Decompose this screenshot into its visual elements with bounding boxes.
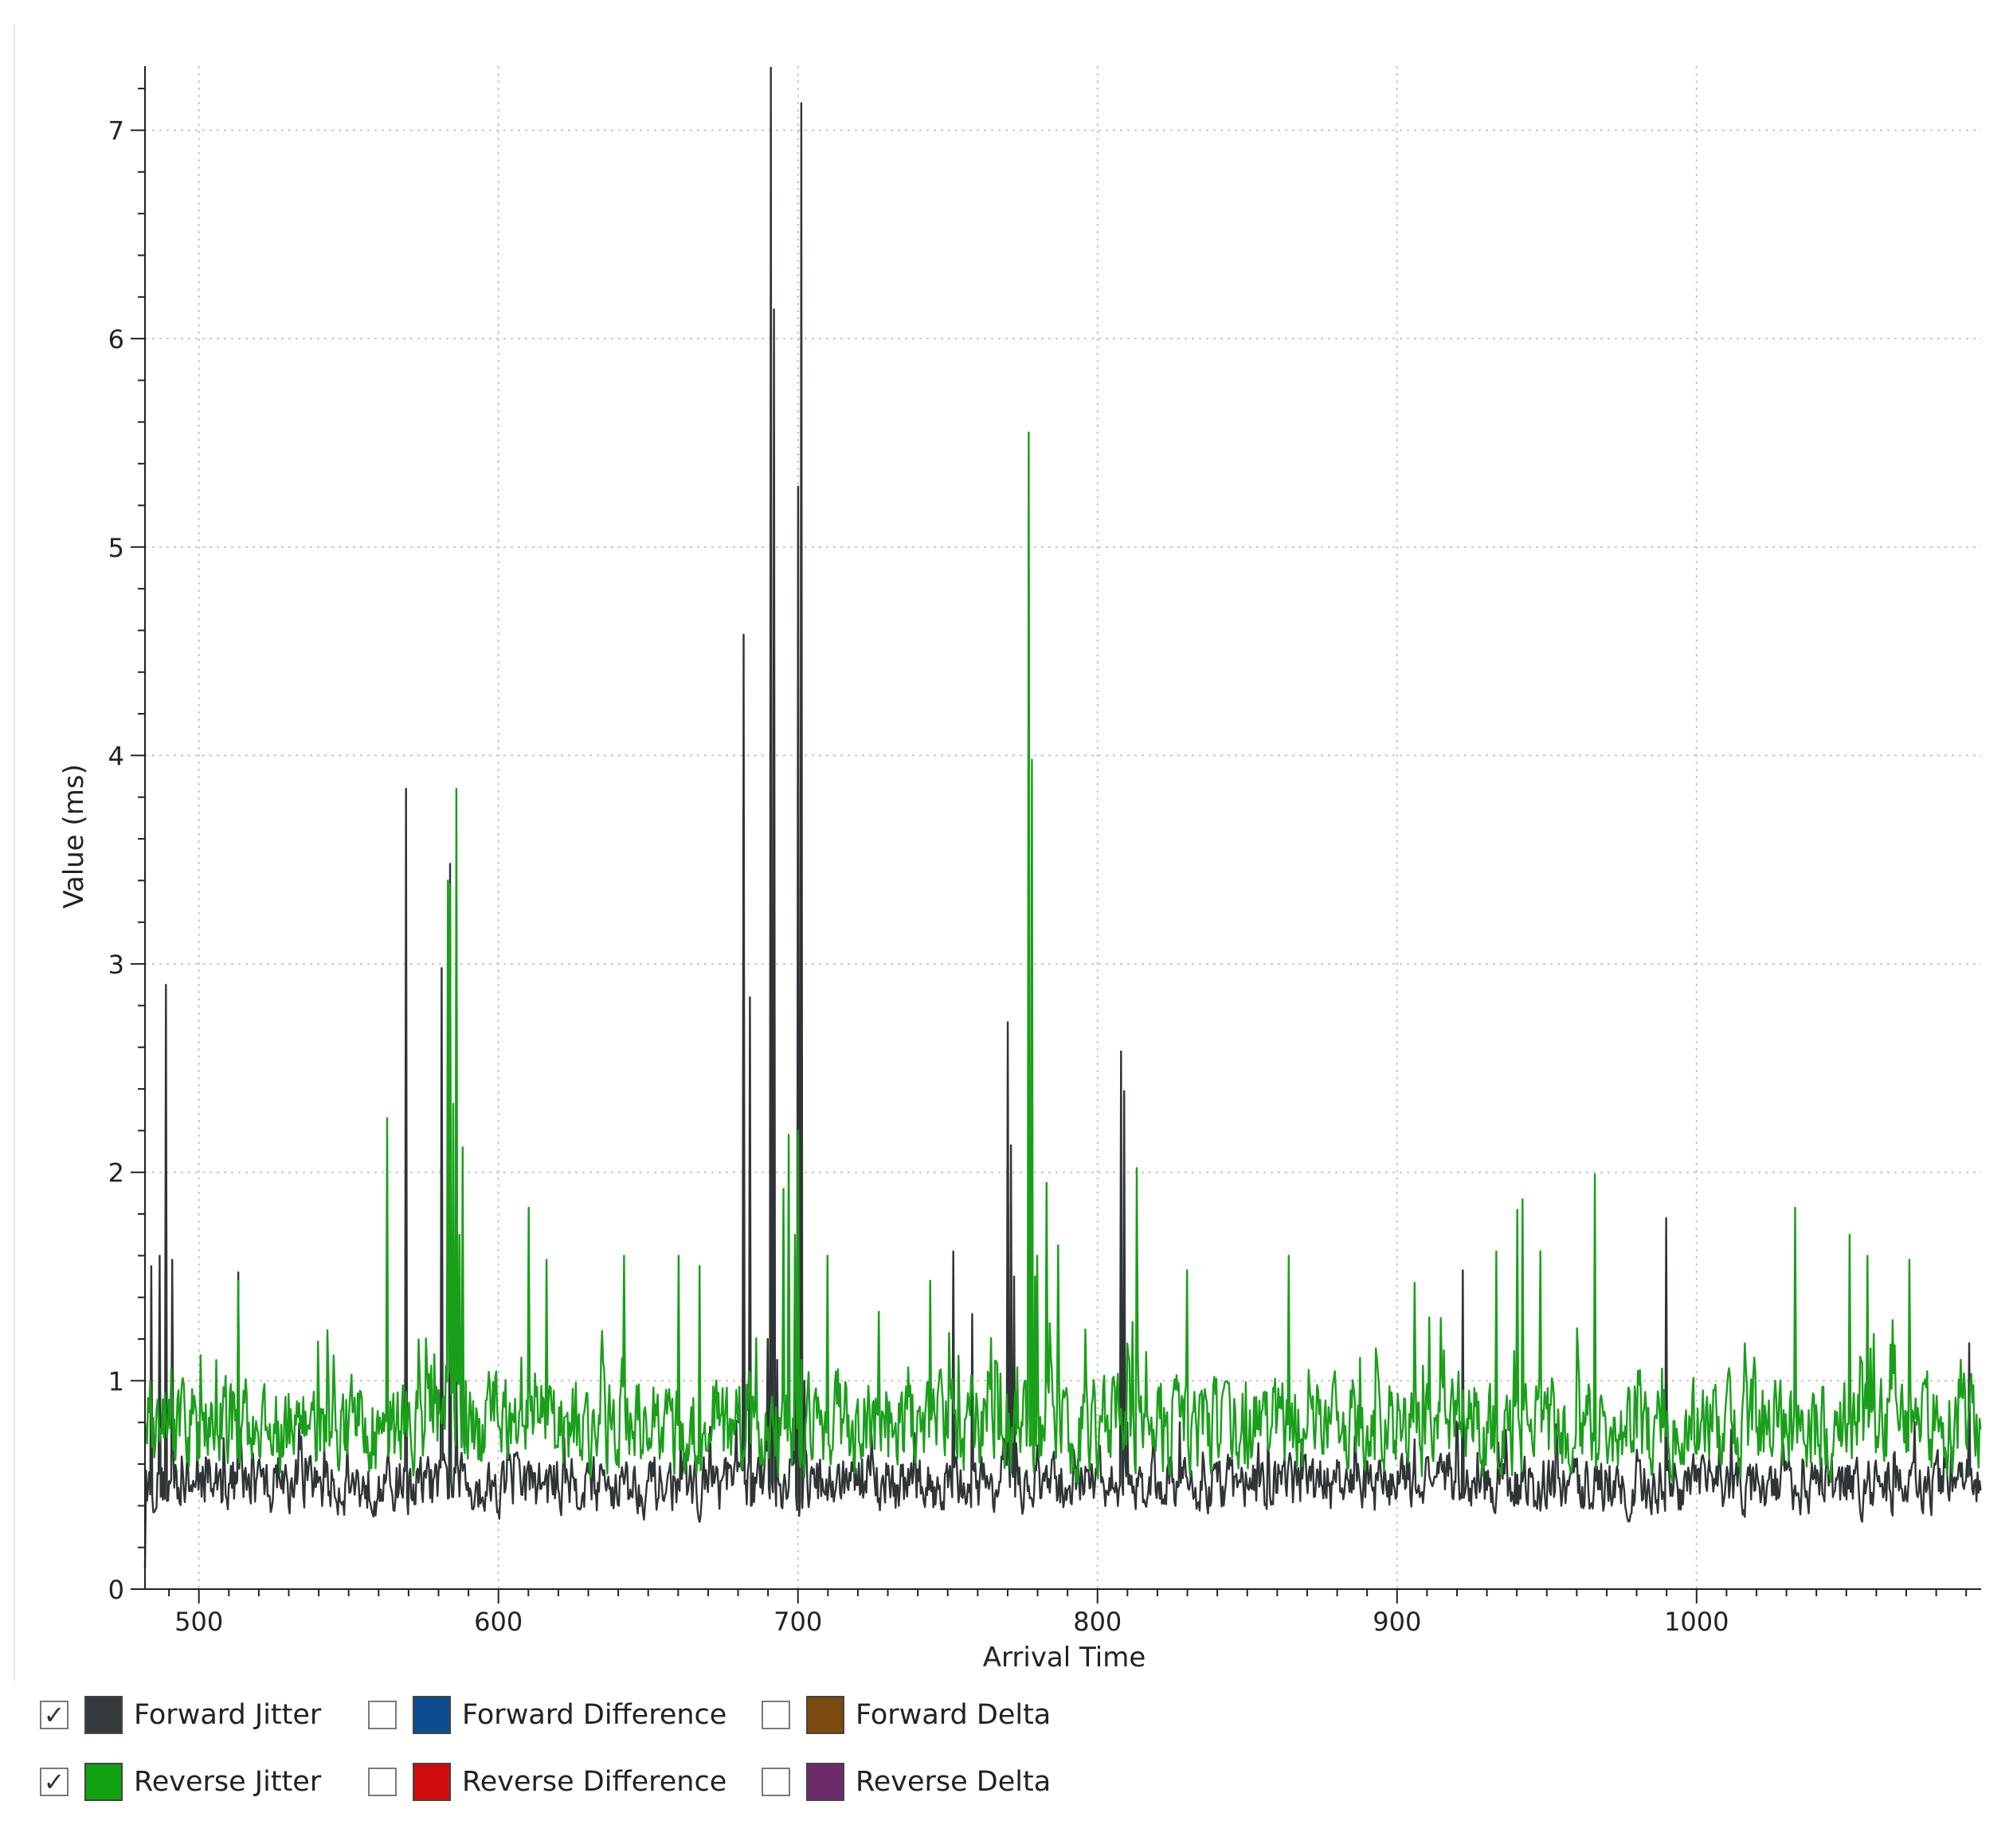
- reverse-difference-checkbox[interactable]: [368, 1768, 397, 1796]
- reverse-difference-swatch: [413, 1763, 451, 1801]
- series-lines: [143, 66, 1982, 1568]
- x-tick-label: 600: [474, 1607, 523, 1637]
- reverse-difference-label: Reverse Difference: [462, 1766, 727, 1798]
- legend-item-reverse-difference[interactable]: Reverse Difference: [368, 1762, 726, 1802]
- y-tick-label: 6: [108, 324, 124, 354]
- forward-jitter-swatch: [84, 1696, 123, 1734]
- y-tick-label: 3: [108, 949, 124, 980]
- x-tick-label: 500: [174, 1607, 223, 1637]
- series-line-reverse-jitter: [143, 431, 1982, 1484]
- y-tick-label: 5: [108, 533, 124, 563]
- y-tick-label: 7: [108, 116, 124, 146]
- legend-item-forward-jitter[interactable]: ✓ Forward Jitter: [40, 1695, 321, 1735]
- legend: ✓ Forward Jitter Forward Difference Forw…: [40, 1695, 1155, 1830]
- reverse-delta-swatch: [806, 1763, 844, 1801]
- reverse-jitter-swatch: [84, 1763, 123, 1801]
- grid-lines: [145, 66, 1981, 1589]
- legend-item-forward-difference[interactable]: Forward Difference: [368, 1695, 726, 1735]
- y-tick-label: 2: [108, 1158, 124, 1188]
- jitter-chart: 0 1 2 3 4 5 6 7 500 600 700 800 900 1000 Arrival Time…: [14, 24, 1982, 1681]
- forward-delta-label: Forward Delta: [856, 1699, 1052, 1731]
- y-tick-label: 0: [108, 1575, 124, 1605]
- legend-item-reverse-delta[interactable]: Reverse Delta: [762, 1762, 1051, 1802]
- y-tick-label: 1: [108, 1366, 124, 1396]
- reverse-jitter-checkbox[interactable]: ✓: [40, 1768, 69, 1796]
- reverse-delta-label: Reverse Delta: [856, 1766, 1052, 1798]
- x-tick-label: 700: [773, 1607, 822, 1637]
- x-tick-label: 1000: [1664, 1607, 1729, 1637]
- x-tick-label: 800: [1073, 1607, 1122, 1637]
- y-tick-label: 4: [108, 741, 124, 771]
- reverse-delta-checkbox[interactable]: [762, 1768, 790, 1796]
- forward-jitter-checkbox[interactable]: ✓: [40, 1701, 69, 1729]
- y-axis-title: Value (ms): [58, 764, 90, 909]
- forward-delta-checkbox[interactable]: [762, 1701, 790, 1729]
- x-axis-title: Arrival Time: [983, 1642, 1146, 1674]
- legend-item-reverse-jitter[interactable]: ✓ Reverse Jitter: [40, 1762, 321, 1802]
- forward-difference-label: Forward Difference: [462, 1699, 727, 1731]
- legend-item-forward-delta[interactable]: Forward Delta: [762, 1695, 1051, 1735]
- forward-difference-checkbox[interactable]: [368, 1701, 397, 1729]
- x-tick-label: 900: [1373, 1607, 1421, 1637]
- series-line-forward-jitter: [143, 66, 1982, 1568]
- forward-delta-swatch: [806, 1696, 844, 1734]
- forward-difference-swatch: [413, 1696, 451, 1734]
- forward-jitter-label: Forward Jitter: [134, 1699, 322, 1731]
- reverse-jitter-label: Reverse Jitter: [134, 1766, 322, 1798]
- axes: 0 1 2 3 4 5 6 7 500 600 700 800 900 1000: [108, 66, 1981, 1637]
